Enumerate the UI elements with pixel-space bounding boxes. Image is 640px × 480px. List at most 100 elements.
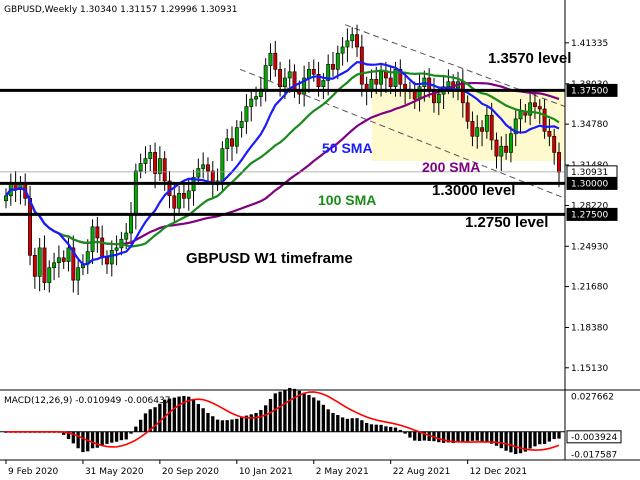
- macd-bar: [129, 431, 133, 434]
- price-tick-label: 1.21680: [571, 283, 608, 293]
- macd-bar: [321, 404, 326, 432]
- macd-bar: [134, 426, 138, 432]
- candle-up: [37, 247, 42, 277]
- candle-down: [504, 145, 509, 153]
- macd-bar: [264, 405, 268, 432]
- candle-down: [61, 257, 66, 262]
- candle-up: [124, 232, 129, 240]
- macd-bar: [230, 419, 234, 432]
- macd-bar: [364, 422, 369, 432]
- candle-up: [109, 250, 114, 265]
- sma-layer: [5, 60, 560, 266]
- chart-title: GBPUSD W1 timeframe: [186, 250, 353, 267]
- macd-bar: [71, 431, 75, 444]
- price-highlight-box: [566, 83, 618, 97]
- candle-down: [278, 69, 283, 87]
- macd-bar: [403, 431, 407, 434]
- candle-down: [181, 193, 186, 199]
- macd-bar: [100, 431, 104, 446]
- macd-bar: [350, 418, 354, 432]
- macd-bar: [461, 431, 465, 442]
- macd-bar: [158, 403, 162, 432]
- macd-bar: [114, 431, 119, 442]
- macd-bar: [494, 431, 499, 446]
- symbol-header: GBPUSD,Weekly 1.30340 1.31157 1.29996 1.…: [4, 5, 237, 15]
- candle-up: [249, 98, 254, 107]
- price-tick-label: 1.15130: [571, 364, 608, 374]
- candle-down: [359, 46, 364, 85]
- sma50-label: 50 SMA: [322, 140, 373, 156]
- macd-bar: [441, 431, 446, 443]
- candle-up: [335, 52, 340, 70]
- macd-bar: [456, 431, 460, 443]
- candle-down: [533, 102, 537, 107]
- price-tick-label: 1.41335: [571, 39, 608, 49]
- macd-bar: [326, 409, 330, 432]
- candle-up: [393, 69, 398, 87]
- candle-up: [66, 247, 71, 262]
- macd-bar: [90, 431, 95, 449]
- candle-up: [263, 65, 268, 90]
- consolidation-range-box: [372, 90, 565, 162]
- candle-up: [302, 77, 307, 95]
- macd-bar: [110, 431, 114, 443]
- time-tick-label: 12 Dec 2021: [470, 467, 527, 477]
- candle-up: [287, 71, 292, 79]
- macd-bar: [369, 424, 374, 432]
- macd-bar: [345, 418, 350, 432]
- candle-down: [489, 114, 494, 141]
- macd-bar: [292, 388, 297, 432]
- macd-bar: [533, 431, 537, 447]
- macd-bar: [119, 431, 124, 441]
- candle-up: [133, 170, 138, 215]
- price-highlight-label: 1.27500: [571, 210, 608, 220]
- macd-bar: [273, 393, 277, 432]
- sma100-line: [5, 69, 560, 248]
- candle-down: [162, 158, 167, 182]
- macd-bar: [393, 427, 398, 432]
- macd-bar: [235, 418, 239, 432]
- candle-down: [542, 108, 547, 132]
- macd-bar: [499, 431, 503, 449]
- macd-header: MACD(12,26,9) -0.010949 -0.006437: [4, 396, 170, 406]
- macd-bar: [167, 398, 172, 432]
- sma50-line: [5, 60, 560, 266]
- macd-bar: [283, 389, 287, 432]
- candle-down: [480, 127, 485, 132]
- candle-up: [47, 267, 52, 283]
- time-tick-label: 10 Jan 2021: [239, 467, 293, 477]
- candle-up: [90, 226, 95, 252]
- levels-layer: [0, 88, 565, 216]
- macd-bar: [552, 431, 556, 440]
- candle-up: [528, 102, 533, 116]
- macd-bar: [547, 431, 552, 442]
- candle-up: [350, 34, 355, 42]
- candle-down: [355, 34, 359, 48]
- candle-up: [201, 164, 206, 169]
- macd-bar: [66, 431, 71, 440]
- macd-bar: [355, 418, 359, 432]
- candle-up: [76, 267, 81, 281]
- candle-up: [4, 195, 8, 202]
- candle-up: [518, 111, 523, 120]
- macd-bar: [206, 413, 210, 432]
- macd-bar: [398, 429, 402, 432]
- macd-tick-label: 0.027662: [571, 392, 614, 402]
- candle-down: [547, 131, 552, 137]
- candle-up: [475, 127, 480, 137]
- macd-bar: [408, 431, 412, 438]
- macd-bar: [523, 431, 527, 452]
- candle-down: [552, 135, 557, 153]
- macd-bar: [239, 417, 244, 432]
- macd-bar: [446, 431, 451, 443]
- candle-down: [537, 106, 542, 110]
- macd-signal-line: [6, 391, 560, 451]
- macd-bar: [201, 408, 205, 432]
- candle-down: [557, 152, 561, 173]
- macd-bar: [331, 412, 335, 432]
- candle-down: [105, 257, 109, 265]
- macd-bar: [244, 415, 249, 432]
- macd-bar: [220, 420, 225, 432]
- candle-down: [172, 195, 177, 209]
